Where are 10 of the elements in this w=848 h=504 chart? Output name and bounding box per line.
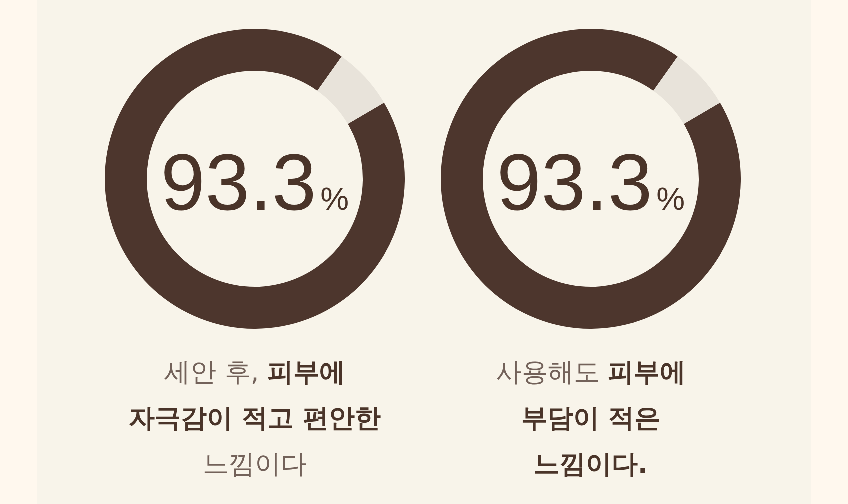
text: 느낌이다 xyxy=(203,450,307,480)
data-label: 93.3% xyxy=(496,138,686,227)
text: 피부에 xyxy=(608,358,686,388)
text: 자극감이 적고 편안한 xyxy=(128,404,382,434)
text: 느낌이다. xyxy=(534,450,648,480)
text: 부담이 적은 xyxy=(521,404,661,434)
data-label: 93.3% xyxy=(160,138,350,227)
text: 피부에 xyxy=(267,358,346,388)
text: 세안 후, xyxy=(164,358,260,388)
text: 사용해도 xyxy=(496,358,600,388)
